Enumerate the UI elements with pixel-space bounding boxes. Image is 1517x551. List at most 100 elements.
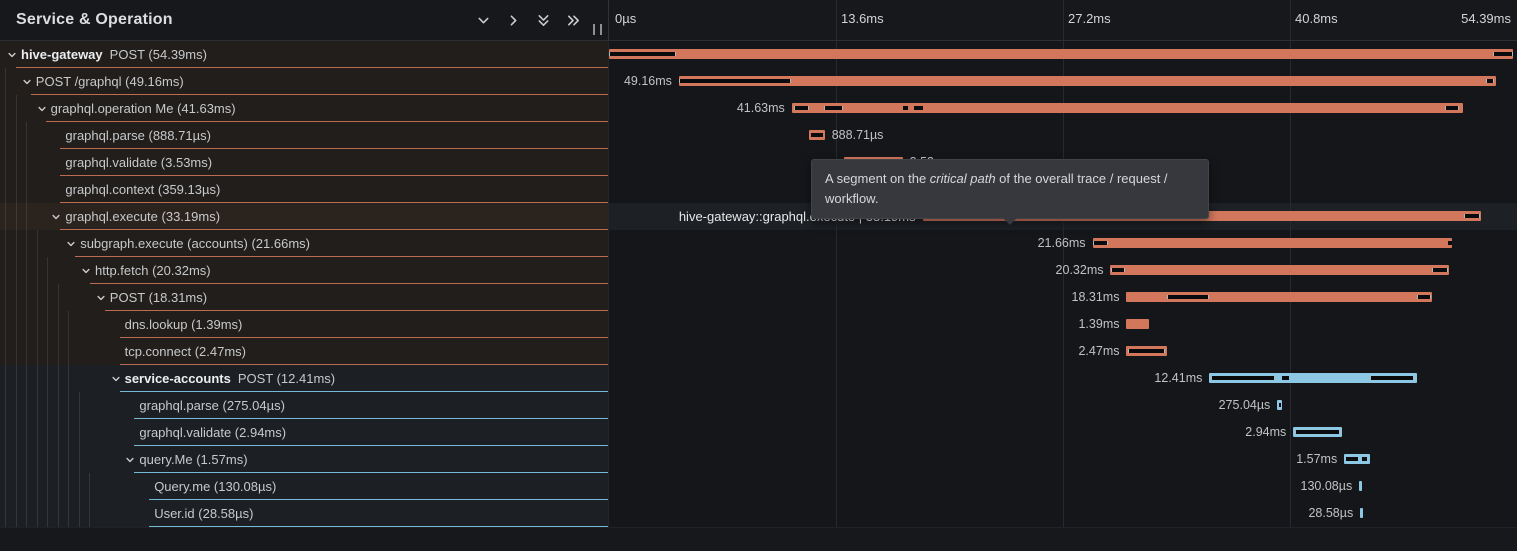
span-name-cell[interactable]: POST (18.31ms) [0, 284, 608, 311]
span-bar[interactable] [1209, 373, 1418, 383]
span-name-cell[interactable]: service-accounts POST (12.41ms) [0, 365, 608, 392]
span-name-cell[interactable]: Query.me (130.08µs) [0, 473, 608, 500]
critical-path-segment[interactable] [823, 106, 843, 110]
critical-path-segment[interactable] [1432, 268, 1449, 272]
span-bar-cell[interactable]: 130.08µs [608, 473, 1517, 500]
span-row[interactable]: graphql.execute (33.19ms) hive-gateway::g… [0, 203, 1517, 230]
span-name-cell[interactable]: tcp.connect (2.47ms) [0, 338, 608, 365]
span-name-cell[interactable]: graphql.context (359.13µs) [0, 176, 608, 203]
critical-path-segment[interactable] [1111, 268, 1126, 272]
critical-path-segment[interactable] [1486, 79, 1494, 83]
critical-path-segment[interactable] [1346, 457, 1359, 461]
span-name-cell[interactable]: http.fetch (20.32ms) [0, 257, 608, 284]
critical-path-segment[interactable] [902, 106, 908, 110]
expand-chevron-icon[interactable] [51, 212, 65, 222]
span-bar-cell[interactable]: 18.31ms [608, 284, 1517, 311]
span-bar-cell[interactable]: 1.57ms [608, 446, 1517, 473]
expand-chevron-icon[interactable] [22, 77, 36, 87]
critical-path-segment[interactable] [1093, 241, 1109, 245]
span-bar[interactable] [1293, 427, 1343, 437]
span-name-cell[interactable]: dns.lookup (1.39ms) [0, 311, 608, 338]
span-row[interactable]: POST /graphql (49.16ms) 49.16ms [0, 68, 1517, 95]
span-bar[interactable] [1277, 400, 1283, 410]
double-chevron-right-icon[interactable] [564, 11, 582, 29]
span-bar[interactable] [1344, 454, 1371, 464]
critical-path-segment[interactable] [678, 79, 791, 83]
span-name-cell[interactable]: User.id (28.58µs) [0, 500, 608, 527]
span-row[interactable]: Query.me (130.08µs) 130.08µs [0, 473, 1517, 500]
critical-path-segment[interactable] [609, 52, 676, 56]
span-bar-cell[interactable]: 41.63ms [608, 95, 1517, 122]
critical-path-segment[interactable] [1370, 376, 1415, 380]
critical-path-segment[interactable] [1417, 295, 1432, 299]
critical-path-segment[interactable] [1295, 430, 1341, 434]
span-row[interactable]: graphql.validate (3.53ms)3.53ms [0, 149, 1517, 176]
critical-path-segment[interactable] [1448, 241, 1453, 245]
span-name-cell[interactable]: graphql.operation Me (41.63ms) [0, 95, 608, 122]
span-bar[interactable] [1359, 481, 1363, 491]
span-row[interactable]: graphql.parse (275.04µs) 275.04µs [0, 392, 1517, 419]
span-row[interactable]: service-accounts POST (12.41ms) 12.41ms [0, 365, 1517, 392]
span-name-cell[interactable]: POST /graphql (49.16ms) [0, 68, 608, 95]
chevron-down-icon[interactable] [474, 11, 492, 29]
span-row[interactable]: dns.lookup (1.39ms) 1.39ms [0, 311, 1517, 338]
critical-path-segment[interactable] [1211, 376, 1276, 380]
critical-path-segment[interactable] [793, 106, 809, 110]
span-bar[interactable] [1092, 238, 1453, 248]
span-bar[interactable] [1126, 319, 1150, 329]
critical-path-segment[interactable] [1445, 106, 1460, 110]
expand-chevron-icon[interactable] [125, 455, 139, 465]
span-bar[interactable] [678, 76, 1496, 86]
critical-path-segment[interactable] [913, 106, 923, 110]
critical-path-segment[interactable] [1278, 403, 1281, 407]
double-chevron-down-icon[interactable] [534, 11, 552, 29]
span-bar-cell[interactable]: 28.58µs [608, 500, 1517, 527]
span-name-cell[interactable]: graphql.parse (888.71µs) [0, 122, 608, 149]
critical-path-segment[interactable] [810, 133, 823, 137]
critical-path-segment[interactable] [1362, 457, 1368, 461]
span-row[interactable]: graphql.operation Me (41.63ms) 41.63ms [0, 95, 1517, 122]
critical-path-segment[interactable] [1128, 349, 1166, 353]
span-bar[interactable] [1110, 265, 1450, 275]
span-row[interactable]: graphql.validate (2.94ms) 2.94ms [0, 419, 1517, 446]
span-bar[interactable] [1360, 508, 1364, 518]
span-row[interactable]: POST (18.31ms) 18.31ms [0, 284, 1517, 311]
expand-chevron-icon[interactable] [37, 104, 51, 114]
span-row[interactable]: graphql.parse (888.71µs) 888.71µs [0, 122, 1517, 149]
expand-chevron-icon[interactable] [96, 293, 110, 303]
span-bar[interactable] [1126, 346, 1168, 356]
span-name-cell[interactable]: graphql.parse (275.04µs) [0, 392, 608, 419]
expand-chevron-icon[interactable] [81, 266, 95, 276]
span-name-cell[interactable]: graphql.validate (3.53ms) [0, 149, 608, 176]
span-row[interactable]: hive-gateway POST (54.39ms) [0, 41, 1517, 68]
span-row[interactable]: graphql.context (359.13µs)359.13µs [0, 176, 1517, 203]
span-bar-cell[interactable]: 20.32ms [608, 257, 1517, 284]
span-name-cell[interactable]: graphql.validate (2.94ms) [0, 419, 608, 446]
span-bar[interactable] [791, 103, 1464, 113]
span-bar-cell[interactable]: 2.94ms [608, 419, 1517, 446]
span-name-cell[interactable]: graphql.execute (33.19ms) [0, 203, 608, 230]
span-name-cell[interactable]: query.Me (1.57ms) [0, 446, 608, 473]
span-bar-cell[interactable]: 49.16ms [608, 68, 1517, 95]
span-bar-cell[interactable] [608, 41, 1517, 68]
span-row[interactable]: http.fetch (20.32ms) 20.32ms [0, 257, 1517, 284]
span-row[interactable]: tcp.connect (2.47ms) 2.47ms [0, 338, 1517, 365]
critical-path-segment[interactable] [1167, 295, 1210, 299]
critical-path-segment[interactable] [1282, 376, 1290, 380]
critical-path-segment[interactable] [1464, 214, 1480, 218]
span-bar-cell[interactable]: 275.04µs [608, 392, 1517, 419]
expand-chevron-icon[interactable] [7, 50, 21, 60]
span-row[interactable]: User.id (28.58µs) 28.58µs [0, 500, 1517, 527]
span-bar-cell[interactable]: 2.47ms [608, 338, 1517, 365]
span-bar-cell[interactable]: 1.39ms [608, 311, 1517, 338]
span-bar[interactable] [1126, 292, 1433, 302]
span-row[interactable]: subgraph.execute (accounts) (21.66ms) 21.… [0, 230, 1517, 257]
span-bar-cell[interactable]: 888.71µs [608, 122, 1517, 149]
expand-chevron-icon[interactable] [66, 239, 80, 249]
expand-chevron-icon[interactable] [111, 374, 125, 384]
span-bar[interactable] [609, 49, 1513, 59]
span-name-cell[interactable]: subgraph.execute (accounts) (21.66ms) [0, 230, 608, 257]
span-row[interactable]: query.Me (1.57ms) 1.57ms [0, 446, 1517, 473]
span-bar-cell[interactable]: 21.66ms [608, 230, 1517, 257]
span-name-cell[interactable]: hive-gateway POST (54.39ms) [0, 41, 608, 68]
